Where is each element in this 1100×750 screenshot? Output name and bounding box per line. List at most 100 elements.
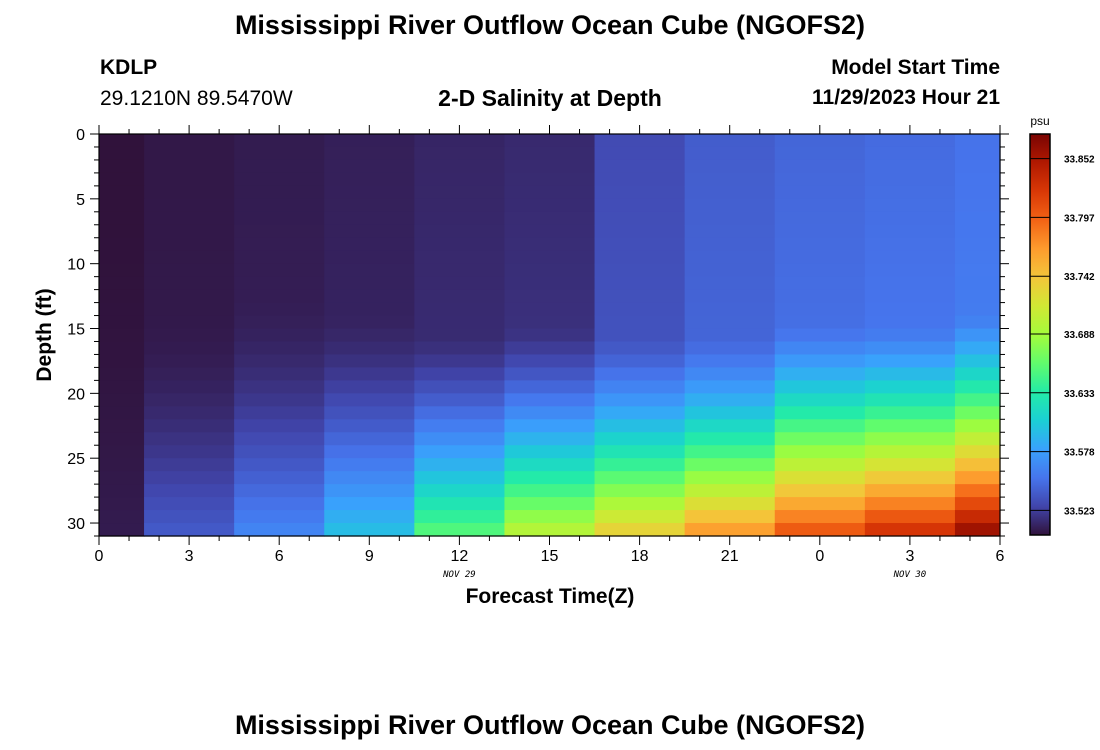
heatmap-cell (504, 263, 596, 278)
heatmap-cell (414, 224, 506, 239)
heatmap-cell (954, 185, 1001, 200)
heatmap-cell (99, 172, 145, 187)
heatmap-cell (594, 341, 686, 356)
heatmap-cell (594, 510, 686, 524)
heatmap-cell (774, 406, 866, 420)
heatmap-cell (324, 211, 415, 226)
heatmap-cell (414, 134, 506, 148)
heatmap-cell (414, 354, 506, 369)
heatmap-cell (99, 302, 145, 317)
heatmap-cell (774, 250, 866, 265)
heatmap-cell (234, 211, 325, 226)
heatmap-cell (504, 134, 596, 148)
heatmap-cell (684, 224, 776, 239)
heatmap-cell (594, 315, 686, 330)
heatmap-cell (234, 341, 325, 356)
heatmap-cell (774, 367, 866, 381)
heatmap-cell (954, 458, 1001, 472)
heatmap-cell (594, 159, 686, 174)
heatmap-cell (144, 315, 235, 330)
heatmap-cell (594, 367, 686, 381)
heatmap-cell (774, 263, 866, 278)
heatmap-cell (99, 237, 145, 252)
heatmap-cell (864, 237, 956, 252)
heatmap-cell (594, 484, 686, 498)
heatmap-cell (324, 432, 415, 446)
heatmap-cell (954, 276, 1001, 291)
heatmap-cell (954, 406, 1001, 420)
heatmap-cell (99, 328, 145, 343)
heatmap-cell (774, 445, 866, 459)
heatmap-cell (504, 328, 596, 343)
heatmap-cell (954, 172, 1001, 187)
heatmap-cell (864, 159, 956, 174)
heatmap-cell (99, 471, 145, 485)
heatmap-cell (864, 471, 956, 485)
heatmap-cell (774, 419, 866, 433)
heatmap-cell (144, 159, 235, 174)
heatmap-cell (99, 445, 145, 459)
heatmap-cell (594, 289, 686, 304)
heatmap-cell (234, 328, 325, 343)
heatmap-cell (234, 134, 325, 148)
heatmap-cell (864, 497, 956, 511)
heatmap-cell (144, 458, 235, 472)
heatmap-cell (234, 354, 325, 369)
heatmap-cell (234, 406, 325, 420)
heatmap-cell (864, 211, 956, 226)
heatmap-cell (864, 484, 956, 498)
heatmap-cell (954, 445, 1001, 459)
colorbar-label: 33.633 (1064, 389, 1095, 400)
heatmap-cell (954, 289, 1001, 304)
page-title: Mississippi River Outflow Ocean Cube (NG… (234, 10, 866, 40)
heatmap-cell (594, 172, 686, 187)
y-axis-title: Depth (ft) (33, 288, 56, 382)
heatmap-cell (414, 185, 506, 200)
heatmap-cell (234, 302, 325, 317)
heatmap-cell (954, 523, 1001, 537)
heatmap-cell (324, 380, 415, 394)
heatmap-cell (594, 497, 686, 511)
heatmap-cell (774, 484, 866, 498)
heatmap-cell (684, 302, 776, 317)
heatmap-cell (324, 419, 415, 433)
heatmap-cell (504, 471, 596, 485)
heatmap-cell (594, 354, 686, 369)
heatmap-cell (414, 341, 506, 356)
heatmap-cell (144, 341, 235, 356)
heatmap-cell (99, 250, 145, 265)
x-tick-label: 3 (905, 548, 914, 565)
heatmap-cell (414, 211, 506, 226)
heatmap-cell (324, 484, 415, 498)
heatmap-cell (594, 134, 686, 148)
colorbar-label: 33.742 (1064, 272, 1095, 283)
heatmap-cell (234, 237, 325, 252)
heatmap-cell (594, 380, 686, 394)
heatmap-cell (864, 458, 956, 472)
heatmap-cell (234, 159, 325, 174)
heatmap-cell (864, 146, 956, 161)
heatmap-cell (594, 211, 686, 226)
heatmap-cell (594, 302, 686, 317)
heatmap-cell (684, 315, 776, 330)
heatmap-cell (594, 224, 686, 239)
heatmap-cell (684, 211, 776, 226)
heatmap-cell (414, 406, 506, 420)
heatmap-cell (99, 484, 145, 498)
heatmap-cell (864, 289, 956, 304)
x-tick-label: 21 (721, 548, 739, 565)
heatmap-cell (144, 276, 235, 291)
x-tick-label: 18 (631, 548, 649, 565)
heatmap-cell (234, 250, 325, 265)
heatmap-cell (504, 484, 596, 498)
heatmap-cell (684, 497, 776, 511)
heatmap-cell (504, 354, 596, 369)
y-tick-label: 5 (76, 192, 85, 209)
heatmap-cell (684, 380, 776, 394)
heatmap-cell (774, 510, 866, 524)
y-tick-label: 30 (67, 516, 85, 533)
heatmap-cell (324, 341, 415, 356)
heatmap-cell (864, 445, 956, 459)
heatmap-cell (144, 263, 235, 278)
heatmap-cell (414, 458, 506, 472)
